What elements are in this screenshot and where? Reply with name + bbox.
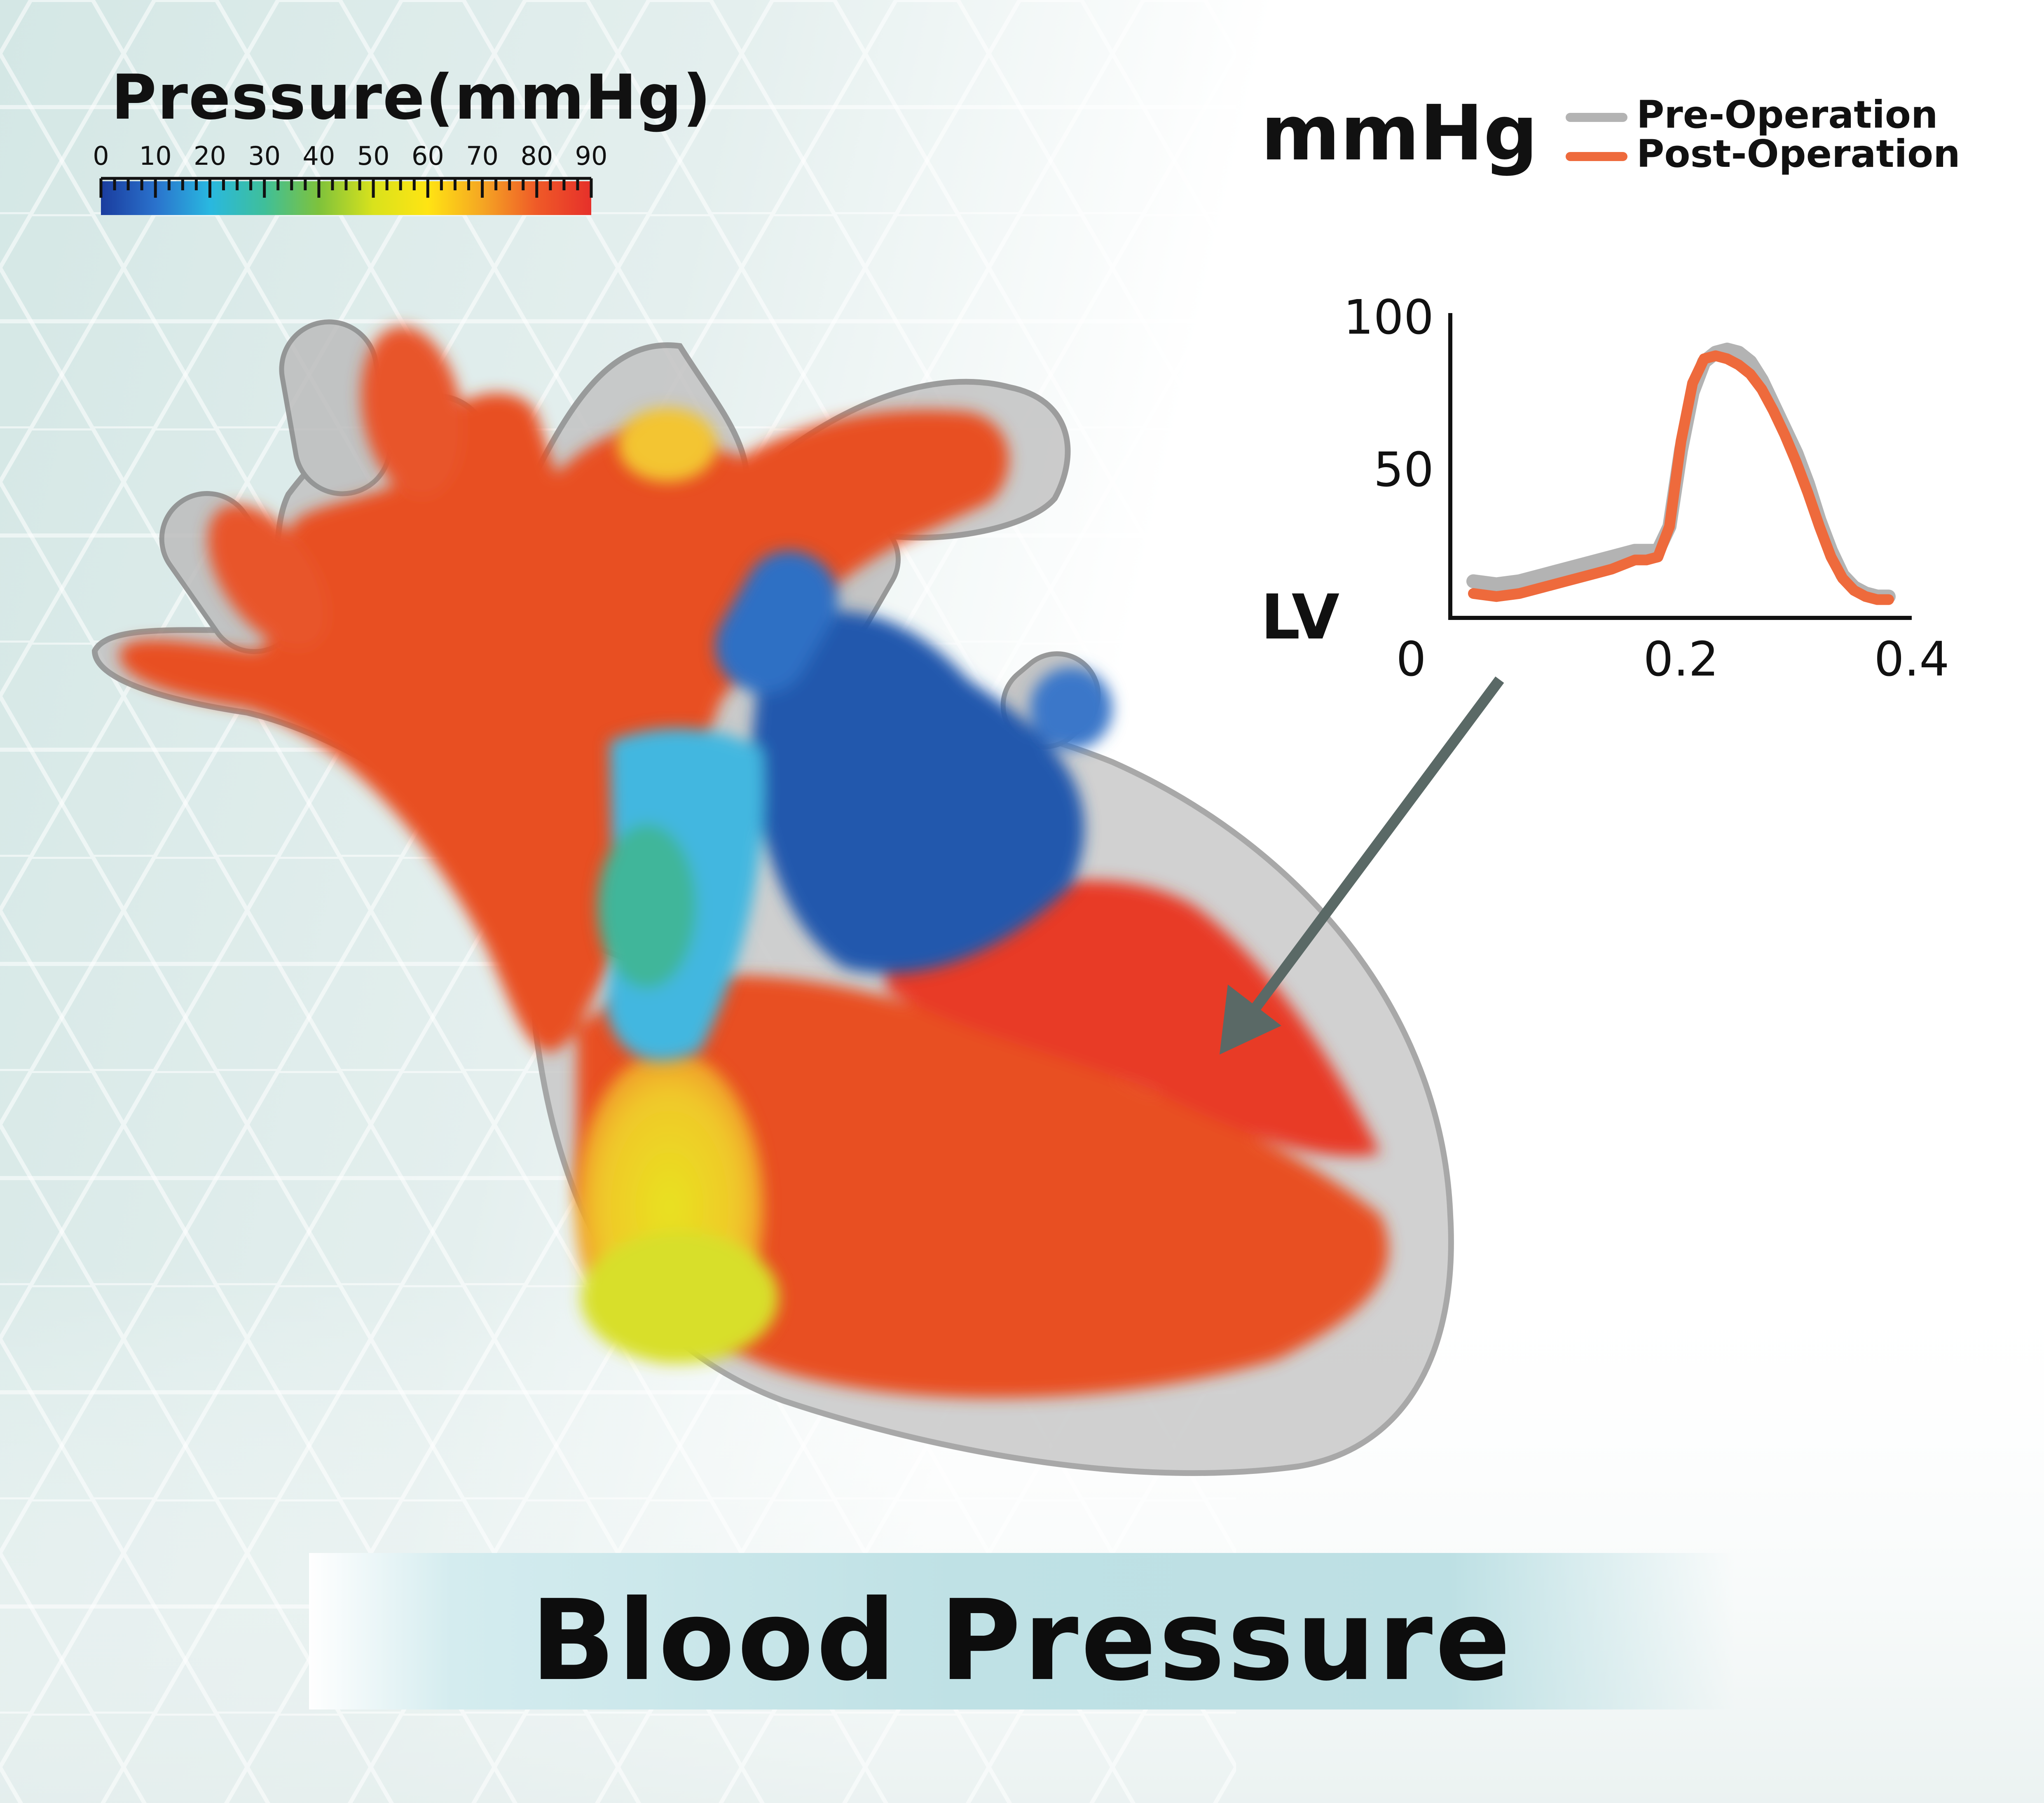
legend-swatch-post (1566, 152, 1627, 161)
x-tick-label: 0 (1396, 632, 1426, 687)
y-tick-label: 50 (1374, 442, 1434, 498)
lv-pressure-chart: 0 0.2 0.4 100 50 LV (1261, 290, 1950, 687)
legend-label-post: Post-Operation (1637, 132, 1960, 176)
heart-mid-pressure-region (575, 408, 779, 1363)
series-line-post-operation (1468, 350, 1894, 605)
colorbar-tick-label: 40 (302, 141, 335, 171)
colorbar: 0 10 20 30 40 50 60 70 80 90 (93, 141, 608, 215)
pointer-arrow (1220, 676, 1504, 1055)
y-axis-label: LV (1261, 582, 1339, 653)
colorbar-title: Pressure(mmHg) (111, 62, 712, 133)
x-tick-label: 0.2 (1644, 632, 1719, 687)
legend-swatch-pre (1566, 112, 1627, 122)
colorbar-tick-label: 70 (466, 141, 499, 171)
colorbar-tick-label: 90 (575, 141, 608, 171)
colorbar-tick-label: 0 (93, 141, 109, 171)
heart-low-pressure-region (597, 550, 1112, 1061)
colorbar-tick-label: 10 (139, 141, 172, 171)
unit-label: mmHg (1261, 89, 1538, 178)
y-tick-label: 100 (1344, 290, 1434, 345)
colorbar-tick-label: 50 (357, 141, 390, 171)
x-tick-label: 0.4 (1874, 632, 1950, 687)
colorbar-tick-label: 60 (412, 141, 444, 171)
banner-title: Blood Pressure (530, 1576, 1513, 1705)
legend-item-post-operation: Post-Operation (1566, 132, 1960, 176)
legend-label-pre: Pre-Operation (1637, 93, 1938, 137)
title-banner: Blood Pressure (309, 1553, 1735, 1709)
colorbar-tick-label: 30 (248, 141, 281, 171)
colorbar-tick-label: 20 (194, 141, 226, 171)
heart-high-pressure-region (119, 326, 1389, 1398)
colorbar-tick-label: 80 (520, 141, 553, 171)
legend-item-pre-operation: Pre-Operation (1566, 93, 1938, 137)
